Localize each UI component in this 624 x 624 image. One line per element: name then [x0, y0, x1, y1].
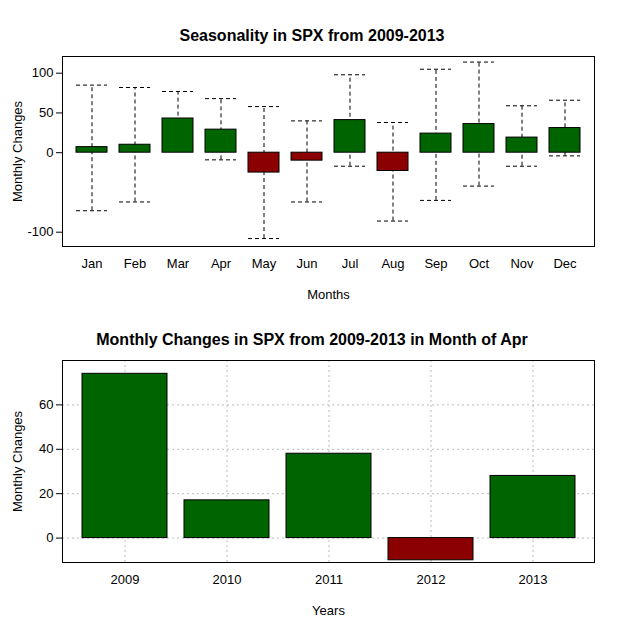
svg-text:Mar: Mar	[167, 256, 190, 271]
svg-text:Sep: Sep	[424, 256, 447, 271]
svg-text:May: May	[252, 256, 277, 271]
svg-text:0: 0	[46, 530, 53, 545]
svg-text:60: 60	[39, 397, 53, 412]
svg-text:Apr: Apr	[211, 256, 232, 271]
svg-text:20: 20	[39, 486, 53, 501]
svg-text:Feb: Feb	[124, 256, 146, 271]
svg-text:Oct: Oct	[469, 256, 490, 271]
svg-text:Dec: Dec	[553, 256, 577, 271]
svg-text:Jun: Jun	[297, 256, 318, 271]
svg-text:-100: -100	[27, 224, 53, 239]
svg-text:2011: 2011	[315, 572, 343, 587]
svg-text:Nov: Nov	[510, 256, 534, 271]
svg-text:Jan: Jan	[82, 256, 103, 271]
svg-text:Months: Months	[307, 287, 350, 302]
svg-text:0: 0	[46, 145, 53, 160]
svg-text:40: 40	[39, 441, 53, 456]
svg-text:50: 50	[39, 105, 53, 120]
svg-text:Monthly Changes: Monthly Changes	[10, 100, 25, 202]
svg-text:2013: 2013	[519, 572, 548, 587]
svg-text:2012: 2012	[417, 572, 446, 587]
html-text:Seasonality in SPX from 2009-2: Seasonality in SPX from 2009-2013	[179, 27, 445, 44]
svg-text:2009: 2009	[111, 572, 140, 587]
svg-text:2010: 2010	[213, 572, 242, 587]
svg-text:Monthly Changes: Monthly Changes	[10, 410, 25, 512]
svg-text:Years: Years	[312, 603, 345, 618]
html-text:Monthly Changes in SPX from 20: Monthly Changes in SPX from 2009-2013 in…	[96, 331, 528, 348]
svg-text:Aug: Aug	[381, 256, 404, 271]
svg-text:Jul: Jul	[342, 256, 359, 271]
svg-text:100: 100	[32, 65, 54, 80]
